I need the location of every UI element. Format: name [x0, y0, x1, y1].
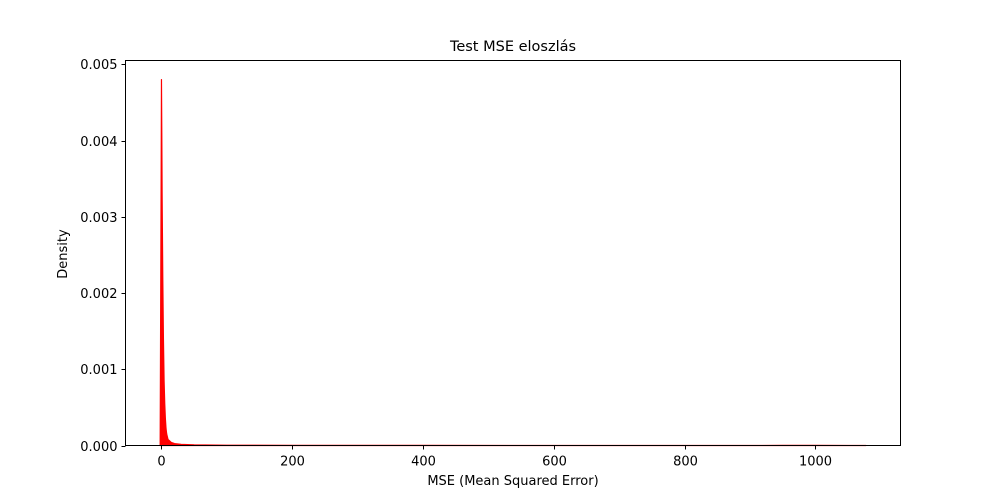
x-axis-label: MSE (Mean Squared Error)	[427, 474, 598, 489]
y-tick-label: 0.002	[80, 287, 117, 302]
x-tick-label: 1000	[799, 455, 832, 470]
x-tick-label: 800	[673, 455, 698, 470]
x-tick-label: 200	[280, 455, 305, 470]
y-tick-label: 0.001	[80, 363, 117, 378]
y-tick-label: 0.005	[80, 58, 117, 73]
x-tick-label: 600	[542, 455, 567, 470]
x-tick-label: 400	[411, 455, 436, 470]
x-tick-label: 0	[157, 455, 165, 470]
chart-title: Test MSE eloszlás	[449, 39, 576, 55]
axes-frame	[125, 60, 901, 446]
x-axis: 0 200 400 600 800 1000	[157, 445, 832, 470]
y-tick-label: 0.000	[80, 440, 117, 455]
y-axis: 0.000 0.001 0.002 0.003 0.004 0.005	[80, 58, 126, 455]
y-axis-label: Density	[56, 229, 71, 279]
y-tick-label: 0.004	[80, 135, 117, 150]
y-tick-label: 0.003	[80, 211, 117, 226]
